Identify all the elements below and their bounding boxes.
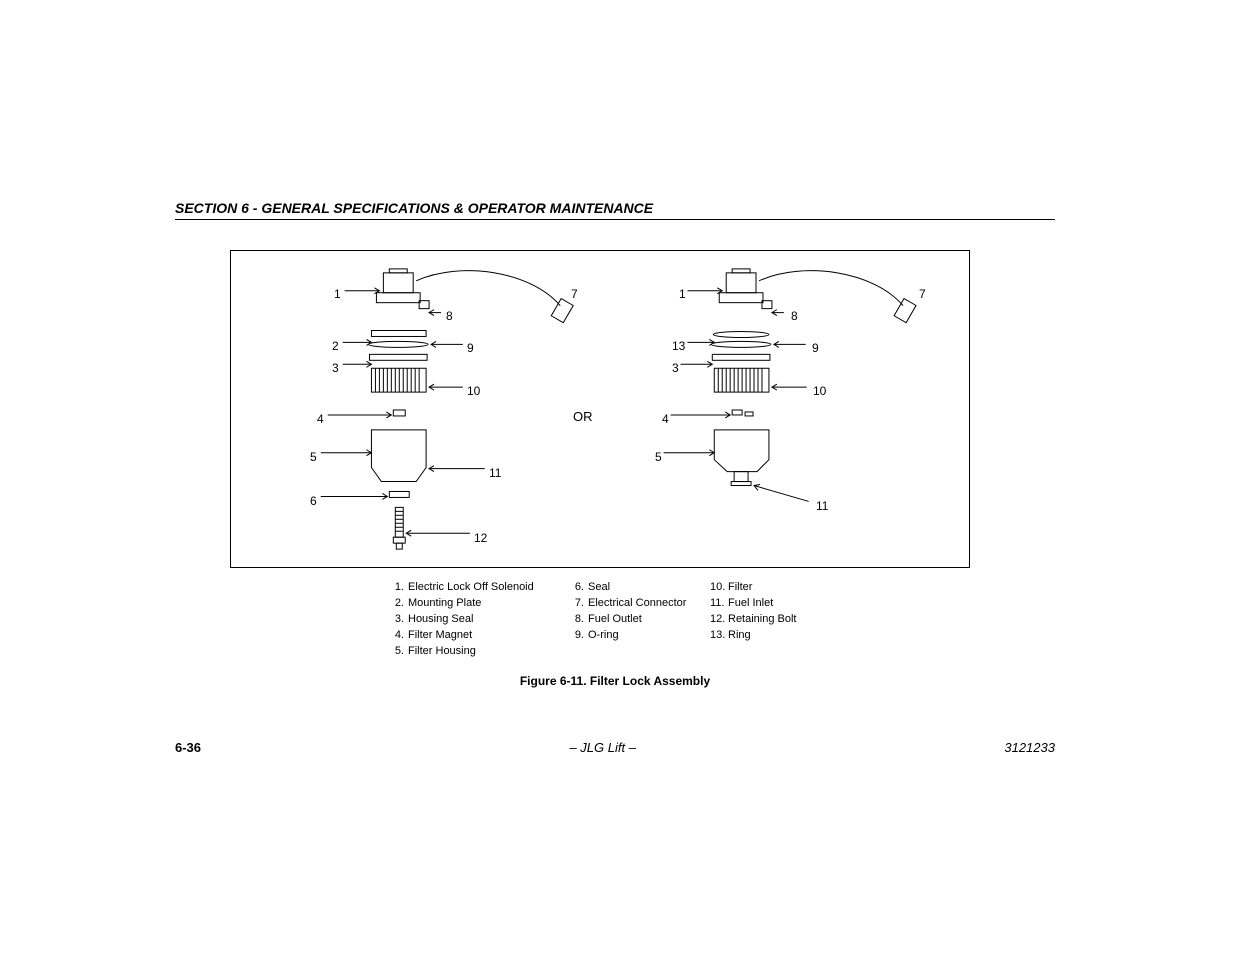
legend-item-number: 3. [390,612,408,628]
legend-item-text: Electrical Connector [588,596,686,612]
legend-column: 6.Seal7.Electrical Connector8.Fuel Outle… [570,580,700,660]
callout-number: 5 [655,450,662,464]
figure-box: 1234567891011121133457891011 OR [230,250,970,568]
legend-item-number: 2. [390,596,408,612]
legend-item-text: Electric Lock Off Solenoid [408,580,534,596]
callout-number: 2 [332,339,339,353]
callout-number: 3 [672,361,679,375]
callout-number: 5 [310,450,317,464]
legend-item: 5.Filter Housing [390,644,560,660]
legend-item-number: 8. [570,612,588,628]
legend-item-number: 6. [570,580,588,596]
parts-legend: 1.Electric Lock Off Solenoid2.Mounting P… [390,580,1055,660]
legend-item: 4.Filter Magnet [390,628,560,644]
legend-item-text: Fuel Outlet [588,612,642,628]
legend-item-text: Ring [728,628,751,644]
or-separator: OR [573,409,593,424]
section-header: SECTION 6 - GENERAL SPECIFICATIONS & OPE… [175,200,1055,220]
legend-item-number: 1. [390,580,408,596]
legend-item-text: Filter Magnet [408,628,472,644]
legend-item-number: 11. [710,596,728,612]
page-footer: 6-36 – JLG Lift – 3121233 [175,740,1055,755]
callout-number: 9 [812,341,819,355]
footer-page-number: 6-36 [175,740,201,755]
legend-item-number: 5. [390,644,408,660]
legend-item: 1.Electric Lock Off Solenoid [390,580,560,596]
callout-number: 6 [310,494,317,508]
legend-item-text: Housing Seal [408,612,473,628]
legend-item-number: 9. [570,628,588,644]
legend-item-text: Fuel Inlet [728,596,773,612]
legend-item-text: Filter [728,580,752,596]
callout-number: 7 [919,287,926,301]
legend-item: 7.Electrical Connector [570,596,700,612]
callout-number: 8 [446,309,453,323]
legend-item-number: 4. [390,628,408,644]
callout-number: 9 [467,341,474,355]
footer-center: – JLG Lift – [569,740,635,755]
callout-number: 1 [334,287,341,301]
callout-number: 11 [816,499,828,513]
callout-number: 3 [332,361,339,375]
legend-item-number: 7. [570,596,588,612]
callout-number: 10 [467,384,480,398]
legend-item: 3.Housing Seal [390,612,560,628]
legend-item-number: 12. [710,612,728,628]
legend-column: 10.Filter11.Fuel Inlet12.Retaining Bolt1… [710,580,830,660]
legend-item: 2.Mounting Plate [390,596,560,612]
legend-item: 8.Fuel Outlet [570,612,700,628]
legend-item: 6.Seal [570,580,700,596]
callout-number: 1 [679,287,686,301]
callout-number: 8 [791,309,798,323]
legend-item-text: O-ring [588,628,619,644]
callout-number: 11 [489,466,501,480]
callout-number: 10 [813,384,826,398]
legend-item: 13.Ring [710,628,830,644]
legend-item-text: Filter Housing [408,644,476,660]
callout-number: 13 [672,339,685,353]
callout-number: 4 [662,412,669,426]
legend-item-text: Mounting Plate [408,596,481,612]
footer-docnum: 3121233 [1004,740,1055,755]
legend-item: 12.Retaining Bolt [710,612,830,628]
legend-item-number: 10. [710,580,728,596]
callout-number: 7 [571,287,578,301]
callout-number: 12 [474,531,487,545]
legend-column: 1.Electric Lock Off Solenoid2.Mounting P… [390,580,560,660]
legend-item: 11.Fuel Inlet [710,596,830,612]
legend-item: 10.Filter [710,580,830,596]
figure-caption: Figure 6-11. Filter Lock Assembly [175,674,1055,688]
callout-number: 4 [317,412,324,426]
legend-item-text: Retaining Bolt [728,612,797,628]
legend-item-number: 13. [710,628,728,644]
filter-lock-diagram [231,251,969,567]
legend-item: 9.O-ring [570,628,700,644]
legend-item-text: Seal [588,580,610,596]
